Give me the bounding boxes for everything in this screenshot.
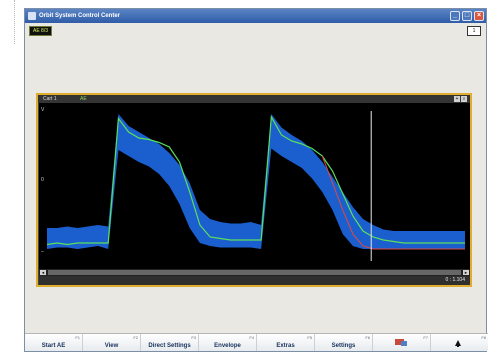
- green-trace-line: [46, 115, 465, 246]
- status-badge: AE 8/3: [29, 26, 53, 36]
- f1-button[interactable]: F1 Start AE: [25, 334, 83, 351]
- y-axis-mid-label: 0: [41, 177, 44, 183]
- close-button[interactable]: ×: [474, 11, 484, 21]
- page-dotted-guide: [14, 0, 17, 44]
- f6-button[interactable]: F6 Settings: [315, 334, 373, 351]
- scroll-right-button[interactable]: ►: [463, 270, 469, 275]
- plus-icon[interactable]: +: [454, 96, 460, 102]
- window-title: Orbit System Control Center: [39, 13, 121, 19]
- waveform-svg: V 0 –: [39, 103, 470, 269]
- panel-header: Cart 1 AE + ⌕: [38, 95, 470, 103]
- zoom-icon[interactable]: ⌕: [461, 96, 467, 102]
- exit-icon: [455, 340, 461, 347]
- title-bar[interactable]: Orbit System Control Center _ □ ×: [25, 9, 486, 23]
- f7-button[interactable]: F7: [373, 334, 431, 351]
- time-readout: 0 : 1.104: [445, 277, 465, 283]
- page-number-box: 1: [467, 26, 481, 36]
- monitor-icon: [395, 339, 407, 346]
- scroll-left-button[interactable]: ◄: [40, 270, 46, 275]
- function-key-bar: F1 Start AE F2 View F3 Direct Settings F4 En…: [25, 333, 488, 351]
- app-window: Orbit System Control Center _ □ × AE 8/3…: [24, 8, 488, 352]
- f2-button[interactable]: F2 View: [83, 334, 141, 351]
- minimize-button[interactable]: _: [450, 11, 460, 21]
- panel-footer: 0 : 1.104: [39, 276, 470, 285]
- y-axis-top-label: V: [41, 107, 45, 113]
- f3-button[interactable]: F3 Direct Settings: [141, 334, 199, 351]
- red-trace-line: [321, 155, 465, 250]
- scroll-track[interactable]: [48, 270, 461, 275]
- f4-button[interactable]: F4 Envelope: [199, 334, 257, 351]
- envelope-band: [47, 114, 465, 249]
- signal-panel: Cart 1 AE + ⌕ V 0 – ◄ ► 0 : 1.104: [36, 93, 472, 287]
- f8-button[interactable]: F8: [431, 334, 488, 351]
- panel-mode: AE: [80, 96, 87, 102]
- maximize-button[interactable]: □: [462, 11, 472, 21]
- app-icon: [28, 12, 36, 20]
- f5-button[interactable]: F5 Extras: [257, 334, 315, 351]
- y-axis-low-label: –: [41, 249, 44, 255]
- panel-title: Cart 1: [43, 96, 57, 102]
- plot-scrollbar[interactable]: ◄ ►: [39, 269, 470, 276]
- waveform-plot[interactable]: V 0 –: [39, 103, 470, 269]
- plot-layer: [46, 111, 465, 261]
